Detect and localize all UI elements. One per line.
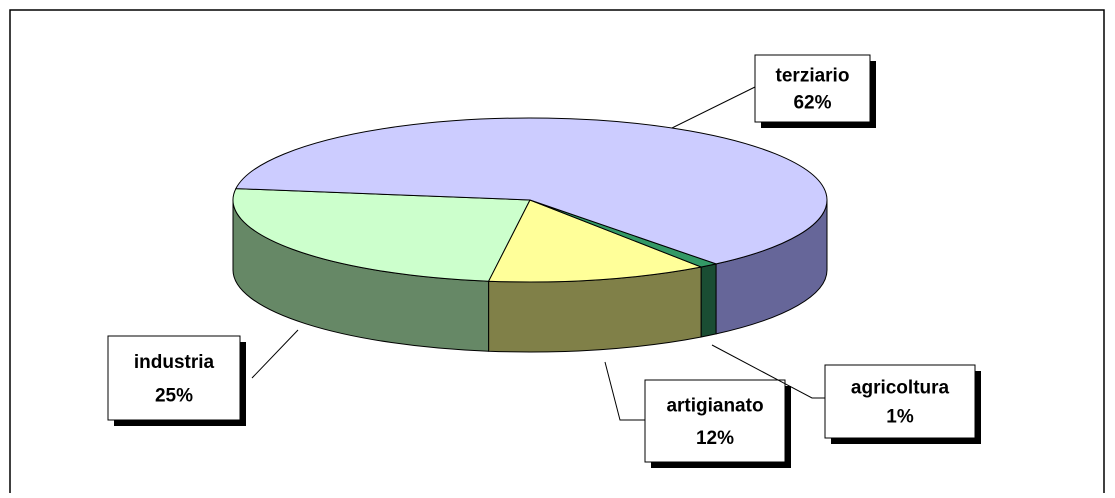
label-value: 62%: [793, 92, 831, 113]
label-value: 12%: [696, 428, 734, 449]
slice-side: [700, 263, 717, 338]
slice: [235, 117, 828, 265]
label-name: industria: [134, 352, 215, 373]
leader-line: [251, 329, 299, 379]
leader-line: [711, 344, 825, 399]
data-label: industria 25%: [107, 329, 299, 426]
label-box: [824, 364, 976, 439]
label-box: [754, 54, 871, 123]
label-name: artigianato: [666, 395, 763, 416]
label-box: [644, 379, 786, 463]
data-label: artigianato 12%: [604, 361, 791, 468]
label-value: 1%: [886, 407, 914, 428]
label-value: 25%: [155, 385, 193, 406]
data-label: terziario 62%: [671, 54, 876, 129]
slice: [487, 199, 703, 283]
label-name: agricoltura: [851, 377, 950, 398]
leader-line: [604, 361, 645, 421]
label-name: terziario: [776, 65, 850, 86]
data-label: agricoltura 1%: [711, 344, 981, 444]
leader-line: [671, 86, 756, 129]
pie-tops: [232, 117, 828, 283]
label-box: [107, 335, 241, 421]
slice: [232, 188, 531, 282]
